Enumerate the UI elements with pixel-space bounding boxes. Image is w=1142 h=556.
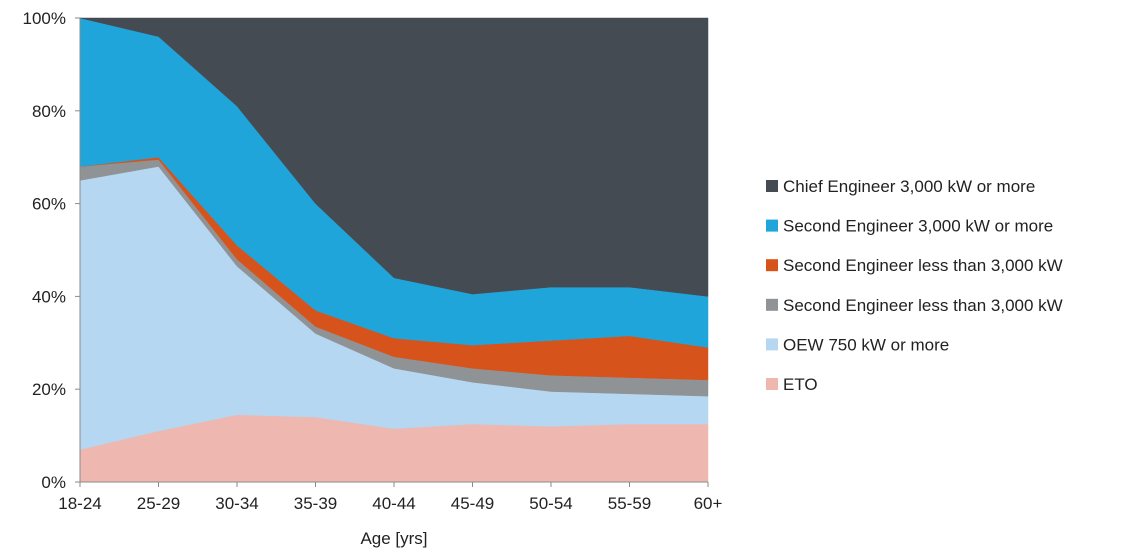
- x-tick-label: 50-54: [529, 494, 572, 513]
- y-tick-label: 80%: [32, 102, 66, 121]
- x-tick-label: 40-44: [372, 494, 415, 513]
- legend-item-1: Second Engineer 3,000 kW or more: [766, 217, 1053, 236]
- x-tick-label: 30-34: [215, 494, 258, 513]
- y-tick-labels: 0% 20% 40% 60% 80% 100%: [23, 9, 66, 492]
- y-tick-label: 0%: [41, 473, 66, 492]
- legend-label: OEW 750 kW or more: [783, 335, 949, 354]
- legend-label: Second Engineer less than 3,000 kW: [783, 296, 1063, 315]
- x-tick-label: 25-29: [137, 494, 180, 513]
- x-axis-label: Age [yrs]: [360, 529, 427, 548]
- x-tick-label: 35-39: [294, 494, 337, 513]
- area-series-5: [79, 17, 709, 297]
- legend-item-3: Second Engineer less than 3,000 kW: [766, 296, 1063, 315]
- x-tick-labels: 18-24 25-29 30-34 35-39 40-44 45-49 50-54 55-59…: [58, 494, 722, 513]
- y-tick-label: 40%: [32, 287, 66, 306]
- x-tick-label: 60+: [694, 494, 723, 513]
- legend-swatch: [766, 338, 778, 351]
- legend-swatch: [766, 298, 778, 311]
- legend-item-4: OEW 750 kW or more: [766, 335, 949, 354]
- legend-label: Chief Engineer 3,000 kW or more: [783, 177, 1035, 196]
- legend-item-5: ETO: [766, 375, 818, 394]
- x-tick-label: 18-24: [58, 494, 101, 513]
- x-tick-label: 55-59: [608, 494, 651, 513]
- y-tick-label: 20%: [32, 380, 66, 399]
- legend: Chief Engineer 3,000 kW or more Second En…: [766, 177, 1063, 394]
- axes: [75, 17, 709, 487]
- legend-item-2: Second Engineer less than 3,000 kW: [766, 256, 1063, 275]
- legend-swatch: [766, 378, 778, 390]
- x-tick-label: 45-49: [451, 494, 494, 513]
- legend-item-0: Chief Engineer 3,000 kW or more: [766, 177, 1035, 196]
- y-tick-label: 60%: [32, 195, 66, 214]
- legend-label: Second Engineer less than 3,000 kW: [783, 256, 1063, 275]
- legend-label: ETO: [783, 375, 818, 394]
- y-tick-label: 100%: [23, 9, 66, 28]
- legend-swatch: [766, 259, 778, 272]
- legend-label: Second Engineer 3,000 kW or more: [783, 217, 1053, 236]
- legend-swatch: [766, 180, 778, 192]
- plot-areas: [79, 17, 709, 483]
- legend-swatch: [766, 219, 778, 232]
